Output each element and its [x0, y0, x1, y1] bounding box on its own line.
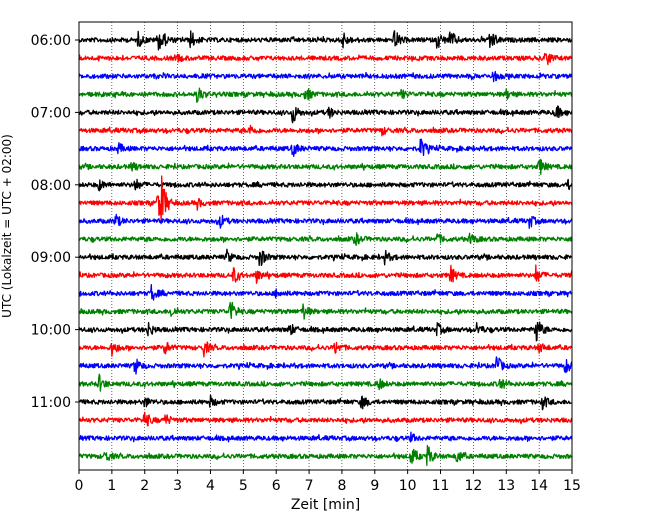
y-tick-label: 08:00	[31, 178, 71, 194]
y-tick-label: 09:00	[31, 250, 71, 266]
x-axis-label: Zeit [min]	[291, 497, 360, 513]
seismic-traces	[78, 30, 573, 466]
x-tick-label: 8	[337, 478, 346, 494]
x-tick-label: 7	[305, 478, 314, 494]
trace-1015	[78, 341, 573, 358]
y-tick-label: 06:00	[31, 33, 71, 49]
x-tick-label: 13	[497, 478, 515, 494]
x-tick-label: 4	[206, 478, 215, 494]
trace-0915	[78, 264, 573, 284]
x-tick-label: 9	[370, 478, 379, 494]
trace-1100	[78, 394, 573, 411]
trace-0845	[78, 232, 573, 246]
trace-0700	[78, 105, 573, 124]
y-tick-label: 11:00	[31, 395, 71, 411]
trace-1145	[78, 444, 573, 466]
trace-0900	[78, 248, 573, 267]
y-axis-ticks: 06:00 07:00 08:00 09:00 10:00 11:00	[31, 33, 79, 411]
x-tick-label: 14	[530, 478, 548, 494]
x-tick-label: 15	[563, 478, 581, 494]
x-tick-label: 3	[173, 478, 182, 494]
y-tick-label: 07:00	[31, 105, 71, 121]
trace-0715	[78, 124, 573, 137]
x-tick-label: 5	[239, 478, 248, 494]
trace-1115	[78, 411, 573, 427]
y-axis-label: UTC (Lokalzeit = UTC + 02:00)	[0, 134, 14, 318]
x-tick-label: 11	[432, 478, 450, 494]
x-tick-label: 2	[140, 478, 149, 494]
trace-1030	[78, 356, 573, 375]
trace-0730	[78, 138, 573, 158]
plot-frame	[78, 21, 573, 471]
trace-0615	[78, 52, 573, 66]
x-tick-label: 1	[107, 478, 116, 494]
trace-0745	[78, 158, 573, 175]
trace-0930	[78, 284, 573, 301]
trace-0945	[78, 301, 573, 320]
x-tick-label: 12	[464, 478, 482, 494]
trace-1045	[78, 373, 573, 392]
trace-0815	[78, 175, 573, 225]
x-tick-label: 6	[272, 478, 281, 494]
trace-0800	[78, 178, 573, 192]
trace-0600	[78, 30, 573, 51]
trace-1130	[78, 431, 573, 443]
trace-0645	[78, 87, 573, 103]
trace-0830	[78, 213, 573, 229]
trace-0630	[78, 70, 573, 83]
x-tick-label: 10	[399, 478, 417, 494]
y-tick-label: 10:00	[31, 323, 71, 339]
x-axis-ticks: 0 1 2 3 4 5 6 7 8 9 10 11 12 13 14 15	[75, 470, 581, 494]
trace-1000	[78, 321, 573, 342]
x-tick-label: 0	[75, 478, 84, 494]
